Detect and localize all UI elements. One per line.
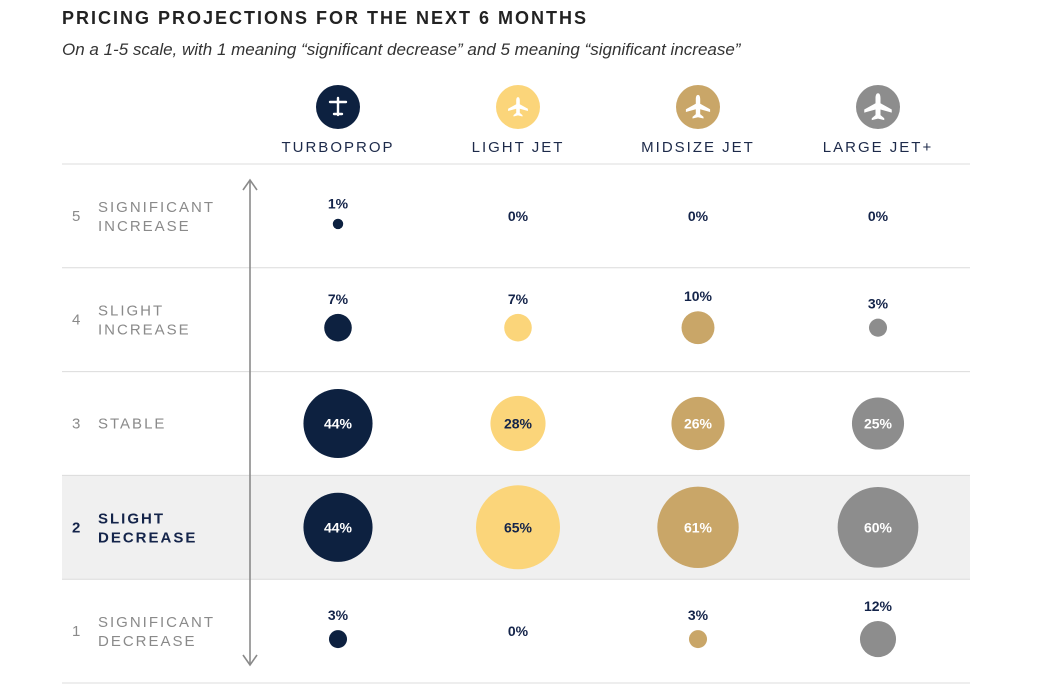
data-label: 12% (864, 598, 893, 614)
row-score: 5 (72, 208, 80, 225)
column-label: LIGHT JET (472, 139, 565, 156)
data-label: 44% (324, 519, 353, 535)
data-label: 26% (684, 416, 713, 432)
data-bubble (324, 313, 352, 342)
row-score: 1 (72, 623, 80, 640)
data-bubble (868, 318, 888, 337)
row-label-group: 3 STABLE (72, 416, 166, 433)
chart-title: PRICING PROJECTIONS FOR THE NEXT 6 MONTH… (62, 8, 589, 28)
data-label: 60% (864, 519, 893, 535)
row-label-group: 4 SLIGHT INCREASE (72, 303, 191, 339)
row-label-group: 2 SLIGHT DECREASE (72, 510, 197, 546)
data-label: 3% (868, 296, 889, 312)
data-bubble (837, 486, 919, 568)
data-label: 7% (328, 291, 349, 307)
large-jet-plane-icon (856, 85, 900, 129)
jet-plane-shape (685, 94, 711, 119)
data-bubble (332, 218, 344, 230)
data-bubble (303, 388, 373, 459)
column-label: TURBOPROP (281, 139, 394, 156)
data-bubble (328, 630, 348, 649)
midsize-jet-plane-icon (676, 85, 720, 129)
data-bubble (671, 396, 725, 451)
row-score: 3 (72, 416, 80, 433)
light-jet-plane-icon (496, 85, 540, 129)
row-label: SIGNIFICANT (98, 614, 215, 631)
data-bubble (688, 630, 708, 649)
row-label: SIGNIFICANT (98, 199, 215, 216)
row-label: SLIGHT (98, 510, 165, 527)
jet-plane-shape (508, 97, 528, 117)
data-label: 10% (684, 288, 713, 304)
chart-subtitle: On a 1-5 scale, with 1 meaning “signific… (62, 40, 741, 59)
row-label-group: 5 SIGNIFICANT INCREASE (72, 199, 215, 235)
data-bubble (490, 395, 546, 452)
data-label: 0% (508, 623, 529, 639)
data-label: 28% (504, 416, 533, 432)
turboprop-plane-icon (316, 85, 360, 129)
data-label: 25% (864, 416, 893, 432)
row-label: DECREASE (98, 633, 197, 650)
data-bubble (851, 397, 905, 450)
row-label: STABLE (98, 416, 166, 433)
data-bubble (504, 313, 532, 342)
data-bubble (681, 311, 715, 345)
row-label: DECREASE (98, 529, 197, 546)
arrow-down-icon (242, 654, 258, 667)
data-label: 0% (688, 208, 709, 224)
data-bubble (303, 492, 373, 562)
data-label: 65% (504, 519, 533, 535)
arrow-up-icon (242, 178, 258, 191)
column-label: MIDSIZE JET (641, 139, 755, 156)
row-label-group: 1 SIGNIFICANT DECREASE (72, 614, 215, 650)
data-bubble (476, 485, 560, 570)
data-label: 3% (688, 607, 709, 623)
data-label: 0% (508, 208, 529, 224)
row-label: INCREASE (98, 218, 191, 235)
data-label: 0% (868, 208, 889, 224)
data-label: 7% (508, 291, 529, 307)
row-label: SLIGHT (98, 303, 164, 320)
data-label: 44% (324, 416, 353, 432)
column-label: LARGE JET+ (823, 139, 933, 156)
row-label: INCREASE (98, 322, 191, 339)
data-label: 1% (328, 196, 349, 212)
data-label: 3% (328, 607, 349, 623)
data-label: 61% (684, 519, 713, 535)
row-score: 4 (72, 312, 80, 329)
turboprop-nose-shape (336, 100, 340, 104)
row-score: 2 (72, 519, 80, 536)
data-bubble (859, 621, 897, 658)
data-bubble (657, 486, 739, 568)
jet-plane-shape (864, 93, 892, 121)
